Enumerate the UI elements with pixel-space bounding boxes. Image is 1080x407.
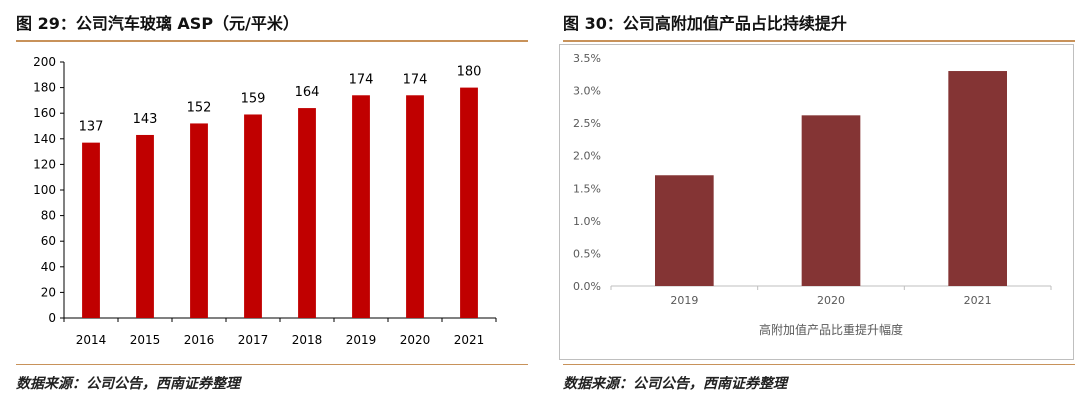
left-data-label-2016: 152 bbox=[187, 100, 212, 115]
left-x-tick-label-2016: 2016 bbox=[184, 333, 215, 347]
left-x-tick-label-2015: 2015 bbox=[130, 333, 161, 347]
left-y-tick-label: 40 bbox=[41, 260, 56, 274]
left-y-tick-label: 60 bbox=[41, 234, 56, 248]
left-y-tick-label: 20 bbox=[41, 285, 56, 299]
left-y-tick-label: 180 bbox=[33, 81, 56, 95]
left-bar-2018 bbox=[298, 108, 316, 318]
left-bar-2016 bbox=[190, 123, 208, 318]
right-title-rule bbox=[563, 40, 1075, 42]
left-x-tick-label-2019: 2019 bbox=[346, 333, 377, 347]
left-bar-2014 bbox=[82, 142, 100, 318]
right-x-axis-title: 高附加值产品比重提升幅度 bbox=[759, 322, 903, 337]
left-data-label-2015: 143 bbox=[133, 112, 158, 127]
left-data-label-2014: 137 bbox=[79, 120, 104, 135]
right-chart: 0.0% 0.5% 1.0% 1.5% 2.0% 2.5% 3.0% 3.5% 2019 2020… bbox=[555, 44, 1080, 362]
left-bar-2017 bbox=[244, 114, 262, 318]
right-y-tick-label: 3.0% bbox=[573, 85, 601, 98]
left-chart: 0 20 40 60 80 100 120 140 160 180 200 137 2014 143 201… bbox=[0, 44, 530, 362]
right-bar-2021 bbox=[948, 71, 1007, 287]
left-y-tick-label: 80 bbox=[41, 209, 56, 223]
left-y-tick-label: 120 bbox=[33, 157, 56, 171]
left-y-tick-label: 100 bbox=[33, 183, 56, 197]
left-data-label-2017: 159 bbox=[241, 91, 266, 106]
left-bar-2020 bbox=[406, 95, 424, 318]
left-y-tick-label: 140 bbox=[33, 132, 56, 146]
right-chart-frame bbox=[559, 44, 1074, 360]
right-source-note: 数据来源：公司公告，西南证券整理 bbox=[563, 376, 787, 392]
right-figure-panel: 图 30：公司高附加值产品占比持续提升 0.0% 0.5% 1.0% 1.5% 2.0%… bbox=[555, 0, 1080, 407]
left-bar-2015 bbox=[136, 134, 154, 318]
left-x-tick-label-2014: 2014 bbox=[76, 333, 107, 347]
right-y-tick-label: 3.5% bbox=[573, 52, 601, 65]
left-y-tick-label: 0 bbox=[48, 311, 56, 325]
right-bar-2020 bbox=[801, 115, 861, 286]
right-x-tick-label-2021: 2021 bbox=[964, 294, 992, 307]
right-x-tick-label-2019: 2019 bbox=[670, 294, 698, 307]
left-y-tick-label: 160 bbox=[33, 106, 56, 120]
right-y-tick-label: 0.0% bbox=[573, 280, 601, 293]
right-bar-2019 bbox=[655, 175, 714, 286]
left-title-rule bbox=[16, 40, 528, 42]
right-figure-title: 图 30：公司高附加值产品占比持续提升 bbox=[563, 14, 847, 33]
left-figure-panel: 图 29：公司汽车玻璃 ASP（元/平米） 0 20 40 60 80 100 120 140… bbox=[0, 0, 530, 407]
left-x-tick-label-2020: 2020 bbox=[400, 333, 431, 347]
right-y-tick-label: 0.5% bbox=[573, 247, 601, 260]
left-data-label-2020: 174 bbox=[403, 72, 428, 87]
right-x-tick-label-2020: 2020 bbox=[817, 294, 845, 307]
right-y-tick-label: 2.5% bbox=[573, 117, 601, 130]
right-y-tick-label: 1.5% bbox=[573, 182, 601, 195]
right-y-tick-label: 2.0% bbox=[573, 150, 601, 163]
right-chart-svg: 0.0% 0.5% 1.0% 1.5% 2.0% 2.5% 3.0% 3.5% 2019 2020… bbox=[573, 52, 1052, 337]
left-data-label-2019: 174 bbox=[349, 72, 374, 87]
left-y-tick-label: 200 bbox=[33, 55, 56, 69]
left-figure-title: 图 29：公司汽车玻璃 ASP（元/平米） bbox=[16, 14, 299, 33]
right-bottom-rule bbox=[563, 364, 1075, 365]
left-data-label-2021: 180 bbox=[457, 65, 482, 80]
right-y-tick-label: 1.0% bbox=[573, 215, 601, 228]
left-chart-svg: 0 20 40 60 80 100 120 140 160 180 200 137 2014 143 201… bbox=[33, 55, 497, 347]
left-x-tick-label-2021: 2021 bbox=[454, 333, 485, 347]
left-bar-2019 bbox=[352, 95, 370, 318]
left-x-tick-label-2018: 2018 bbox=[292, 333, 323, 347]
left-data-label-2018: 164 bbox=[295, 85, 320, 100]
left-bottom-rule bbox=[16, 364, 528, 365]
left-source-note: 数据来源：公司公告，西南证券整理 bbox=[16, 376, 240, 392]
left-bar-2021 bbox=[460, 87, 478, 318]
left-x-tick-label-2017: 2017 bbox=[238, 333, 269, 347]
